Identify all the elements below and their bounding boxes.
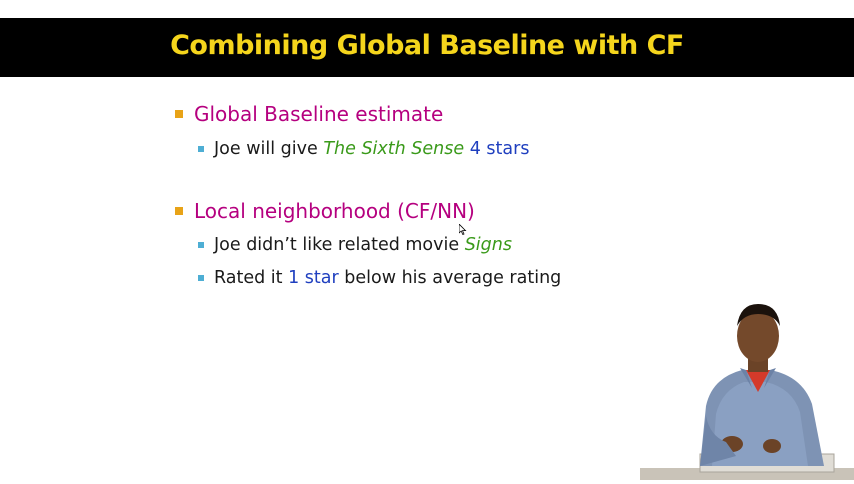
bullet-label: Global Baseline estimate xyxy=(194,102,444,126)
sub-bullet-text-end: below his average rating xyxy=(338,268,562,288)
bullet-label: Local neighborhood (CF/NN) xyxy=(194,199,475,223)
slide-title-bar: Combining Global Baseline with CF xyxy=(0,18,854,77)
bullet-local-neighborhood: Local neighborhood (CF/NN) xyxy=(175,199,475,223)
slide-title: Combining Global Baseline with CF xyxy=(170,30,684,61)
sub-bullet-text: Joe didn’t like related movie xyxy=(214,235,465,255)
sub-bullet-rated-it: Rated it 1 star below his average rating xyxy=(198,268,561,288)
top-margin xyxy=(0,0,854,18)
movie-title: The Sixth Sense xyxy=(323,139,465,159)
sub-bullet-didnt-like: Joe didn’t like related movie Signs xyxy=(198,235,512,255)
bullet-square-icon xyxy=(175,110,183,118)
sub-bullet-text: Rated it xyxy=(214,268,289,288)
sub-bullet-joe-will-give: Joe will give The Sixth Sense 4 stars xyxy=(198,139,529,159)
bullet-square-icon xyxy=(175,207,183,215)
sub-bullet-text: Joe will give xyxy=(214,139,324,159)
rating-text: 1 star xyxy=(288,268,339,288)
rating-text: 4 stars xyxy=(469,139,530,159)
mouse-pointer-icon xyxy=(458,220,467,239)
presenter-video-overlay xyxy=(640,296,854,480)
bullet-global-baseline: Global Baseline estimate xyxy=(175,102,443,126)
movie-title: Signs xyxy=(464,235,512,255)
sub-bullet-square-icon xyxy=(198,275,204,281)
sub-bullet-square-icon xyxy=(198,242,204,248)
sub-bullet-square-icon xyxy=(198,146,204,152)
